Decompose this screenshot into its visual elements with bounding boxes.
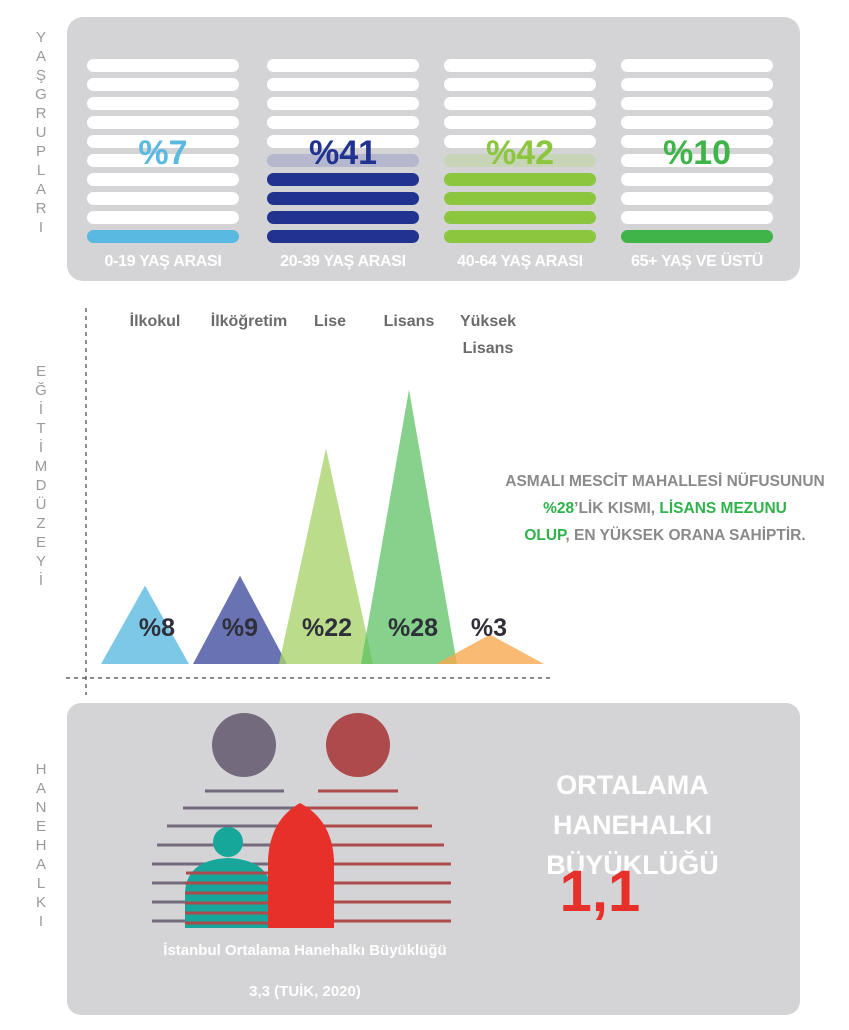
age-bar [621, 97, 773, 110]
istanbul-value: 3,3 (TUİK, 2020) [249, 983, 361, 1000]
age-bar [87, 135, 239, 148]
age-bar [621, 59, 773, 72]
age-group-percent: %42 [485, 134, 555, 172]
education-triangle [193, 575, 287, 664]
education-percent: %3 [470, 614, 508, 642]
age-bar [444, 116, 596, 129]
age-bar [444, 135, 596, 148]
age-bar [267, 154, 419, 167]
note-end: , EN YÜKSEK ORANA SAHİPTİR. [565, 527, 806, 544]
education-triangle [436, 634, 544, 664]
age-bar [444, 192, 596, 205]
age-group-column: %10 [621, 59, 773, 249]
age-bar [87, 59, 239, 72]
age-bar [444, 173, 596, 186]
age-group-label: 20-39 YAŞ ARASI [280, 253, 406, 270]
household-value: 1,1 [559, 859, 641, 924]
age-bar [87, 97, 239, 110]
age-group-label: 40-64 YAŞ ARASI [457, 253, 583, 270]
age-bar [444, 78, 596, 91]
education-chart: İlkokul İlköğretim Lise Lisans Yüksek Lisans… [0, 300, 849, 700]
age-bar [87, 116, 239, 129]
household-title: ORTALAMA HANEHALKI BÜYÜKLÜĞÜ [500, 765, 765, 885]
age-bar [87, 211, 239, 224]
age-bar [267, 211, 419, 224]
age-bar [621, 116, 773, 129]
age-bar [87, 78, 239, 91]
education-note-line1: ASMALI MESCİT MAHALLESİ NÜFUSUNUN [505, 473, 825, 490]
age-bar [621, 192, 773, 205]
household-title-line2: BÜYÜKLÜĞÜ [546, 850, 719, 880]
education-level-name: İlköğretim [210, 313, 288, 330]
education-percent: %28 [387, 614, 439, 642]
note-highlight-2: OLUP [524, 527, 566, 544]
age-group-column: %41 [267, 59, 419, 249]
education-level-name: Yüksek Lisans [459, 313, 517, 357]
age-bar [267, 173, 419, 186]
age-group-percent: %41 [308, 134, 378, 172]
age-bar [444, 230, 596, 243]
age-group-percent: %7 [138, 134, 188, 172]
note-percent: %28 [543, 500, 575, 517]
age-bar [621, 173, 773, 186]
age-bar [267, 135, 419, 148]
education-percent: %22 [301, 614, 353, 642]
note-highlight-1: LİSANS MEZUNU [659, 500, 787, 517]
household-title-line1: ORTALAMA HANEHALKI [553, 770, 712, 840]
education-triangle [101, 585, 189, 664]
age-bar [267, 192, 419, 205]
education-percent: %9 [221, 614, 259, 642]
age-group-percent: %10 [662, 134, 732, 172]
istanbul-caption: İstanbul Ortalama Hanehalkı Büyüklüğü [163, 942, 447, 959]
age-bar [87, 154, 239, 167]
age-bar [621, 78, 773, 91]
education-level-name: İlkokul [129, 313, 181, 330]
education-triangle [361, 389, 457, 664]
education-level-name: Lisans [383, 313, 435, 330]
age-bar [267, 116, 419, 129]
education-percent: %8 [138, 614, 176, 642]
age-bar [87, 173, 239, 186]
age-group-column: %42 [444, 59, 596, 249]
education-note: ASMALI MESCİT MAHALLESİ NÜFUSUNUN %28’Lİ… [480, 468, 849, 549]
age-bar [444, 211, 596, 224]
age-bar [267, 97, 419, 110]
age-bar [621, 154, 773, 167]
age-bar [444, 59, 596, 72]
age-group-column: %7 [87, 59, 239, 249]
age-bar [267, 59, 419, 72]
age-group-label: 65+ YAŞ VE ÜSTÜ [630, 253, 764, 270]
age-bar [87, 230, 239, 243]
age-group-label: 0-19 YAŞ ARASI [104, 253, 222, 270]
age-bar [267, 78, 419, 91]
age-bar [444, 97, 596, 110]
age-bar [87, 192, 239, 205]
education-triangle [279, 448, 373, 664]
age-bar [267, 230, 419, 243]
education-note-line3: OLUP, EN YÜKSEK ORANA SAHİPTİR. [480, 522, 849, 549]
age-bar [621, 211, 773, 224]
age-bar [444, 154, 596, 167]
education-note-line2: %28’LİK KISMI, LİSANS MEZUNU [480, 495, 849, 522]
education-triangles [66, 308, 550, 695]
age-bar [621, 135, 773, 148]
age-bar [621, 230, 773, 243]
age-groups-panel: %7 0-19 YAŞ ARASI %41 20-39 YAŞ ARASI %42 40-… [67, 17, 800, 281]
education-level-name: Lise [313, 313, 346, 330]
note-mid: ’LİK KISMI, [574, 500, 660, 517]
